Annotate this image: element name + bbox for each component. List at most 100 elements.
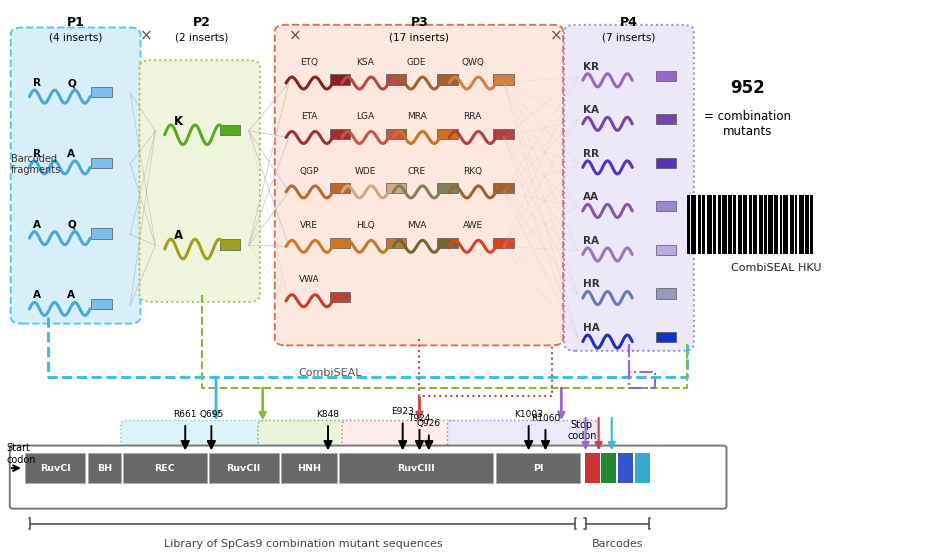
FancyBboxPatch shape [447,421,599,460]
Bar [386,238,406,248]
Text: VWA: VWA [299,275,320,284]
FancyBboxPatch shape [139,60,260,302]
Bar [655,332,676,342]
Bar [220,125,241,135]
Text: VRE: VRE [300,221,318,230]
Bar [386,129,406,139]
Bar [220,240,241,250]
Text: CombiSEAL: CombiSEAL [299,368,361,378]
Bar [749,195,752,254]
Bar [805,195,809,254]
Text: GDE: GDE [407,58,427,67]
FancyBboxPatch shape [258,421,353,460]
Bar [655,158,676,168]
Text: MVA: MVA [407,221,427,230]
Text: ×: × [289,28,301,43]
Text: HA: HA [583,323,600,333]
Text: Q: Q [67,78,76,88]
Text: (4 inserts): (4 inserts) [50,32,103,42]
Bar [764,195,767,254]
Bar [91,87,111,97]
Bar [702,195,705,254]
Text: A: A [67,290,76,300]
Text: Q926: Q926 [417,419,441,428]
FancyBboxPatch shape [342,421,458,460]
Bar [738,195,742,254]
Bar [655,114,676,124]
Bar [718,195,721,254]
Text: AWE: AWE [462,221,483,230]
Bar [339,453,493,483]
Text: Start
codon: Start codon [6,443,36,465]
Text: Barcoded
fragments: Barcoded fragments [10,154,61,176]
Text: ×: × [139,28,153,43]
Text: K: K [174,115,183,128]
Bar [209,453,279,483]
Bar [728,195,732,254]
Text: P3: P3 [411,15,429,29]
Text: A: A [33,290,41,300]
Bar [329,183,350,194]
Bar [774,195,778,254]
Bar [91,158,111,168]
Text: ETQ: ETQ [300,58,318,67]
Text: R1060: R1060 [531,413,560,423]
Bar [329,129,350,139]
Bar [386,75,406,84]
Bar [733,195,736,254]
Bar [759,195,763,254]
FancyBboxPatch shape [9,445,726,509]
Text: REC: REC [154,464,175,473]
Text: AA: AA [583,192,599,203]
Text: Library of SpCas9 combination mutant sequences: Library of SpCas9 combination mutant seq… [164,539,442,549]
Bar [655,288,676,299]
Bar [691,195,695,254]
Bar [780,195,782,254]
Text: A: A [33,220,41,230]
Text: 952: 952 [731,79,766,98]
Bar [635,453,650,483]
Text: Barcodes: Barcodes [592,539,643,549]
Text: Q695: Q695 [199,410,224,419]
Text: P1: P1 [67,15,85,29]
Bar [722,195,726,254]
Bar [24,453,85,483]
Bar [493,238,514,248]
Bar [329,292,350,302]
Bar [282,453,337,483]
FancyBboxPatch shape [564,25,694,351]
Bar [88,453,121,483]
Bar [687,195,690,254]
Text: RRA: RRA [463,112,482,121]
Text: LGA: LGA [357,112,374,121]
Bar [619,453,633,483]
Text: P2: P2 [193,15,211,29]
Bar [493,75,514,84]
Text: R: R [33,78,41,88]
Text: RKQ: RKQ [463,167,482,176]
Text: RuvCII: RuvCII [227,464,261,473]
Bar [799,195,804,254]
Bar [602,453,617,483]
Text: WDE: WDE [355,167,376,176]
Text: PI: PI [533,464,543,473]
Bar [655,201,676,211]
Text: = combination
mutants: = combination mutants [705,110,792,138]
Text: Q: Q [67,220,76,230]
Text: K1003: K1003 [514,410,543,419]
Bar [329,75,350,84]
Bar [753,195,757,254]
Bar [790,195,794,254]
Bar [585,453,600,483]
Text: A: A [67,149,76,159]
Bar [712,195,716,254]
Text: CRE: CRE [407,167,426,176]
Bar [91,229,111,238]
Text: Stop
codon: Stop codon [567,420,596,441]
Text: R: R [33,149,41,159]
Text: ETA: ETA [301,112,317,121]
Text: (2 inserts): (2 inserts) [175,32,228,42]
Text: R661: R661 [173,410,197,419]
Bar [768,195,773,254]
Text: BH: BH [97,464,112,473]
